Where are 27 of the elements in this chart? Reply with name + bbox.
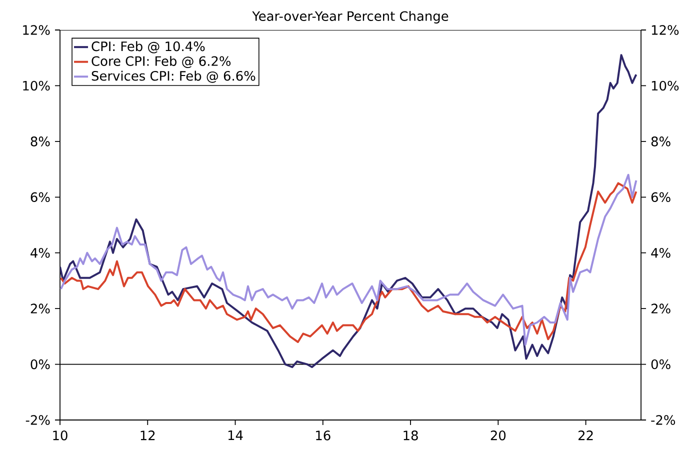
- y2-tick-label: 12%: [652, 25, 679, 35]
- legend-label: Services CPI: Feb @ 6.6%: [92, 70, 256, 83]
- y-tick-label: 12%: [23, 25, 50, 35]
- y-tick-label: -2%: [26, 415, 50, 425]
- y-tick-label: 6%: [30, 192, 50, 202]
- y2-tick-label: -2%: [651, 415, 676, 425]
- y-tick-label: 8%: [30, 136, 50, 146]
- y-tick-label: 2%: [30, 304, 50, 314]
- y2-tick-label: 0%: [651, 359, 670, 370]
- y2-tick-label: 8%: [651, 136, 670, 146]
- x-tick-label: 16: [316, 430, 330, 440]
- y2-tick-label: 10%: [652, 80, 679, 91]
- y2-tick-label: 4%: [651, 248, 670, 258]
- legend-label: Core CPI: Feb @ 6.2%: [92, 56, 231, 68]
- x-tick-label: 18: [404, 430, 418, 440]
- x-tick-label: 12: [140, 430, 155, 440]
- y-tick-label: 0%: [30, 359, 50, 370]
- x-tick-label: 10: [53, 430, 68, 440]
- y-tick-label: 10%: [23, 80, 50, 91]
- legend-label: CPI: Feb @ 10.4%: [92, 41, 205, 54]
- x-tick-label: 22: [578, 430, 593, 440]
- x-tick-label: 14: [228, 430, 243, 440]
- chart-title: Year-over-Year Percent Change: [252, 10, 448, 24]
- y-tick-label: 4%: [30, 248, 50, 258]
- y2-tick-label: 2%: [651, 304, 670, 314]
- x-tick-label: 20: [490, 430, 506, 440]
- y2-tick-label: 6%: [651, 192, 670, 202]
